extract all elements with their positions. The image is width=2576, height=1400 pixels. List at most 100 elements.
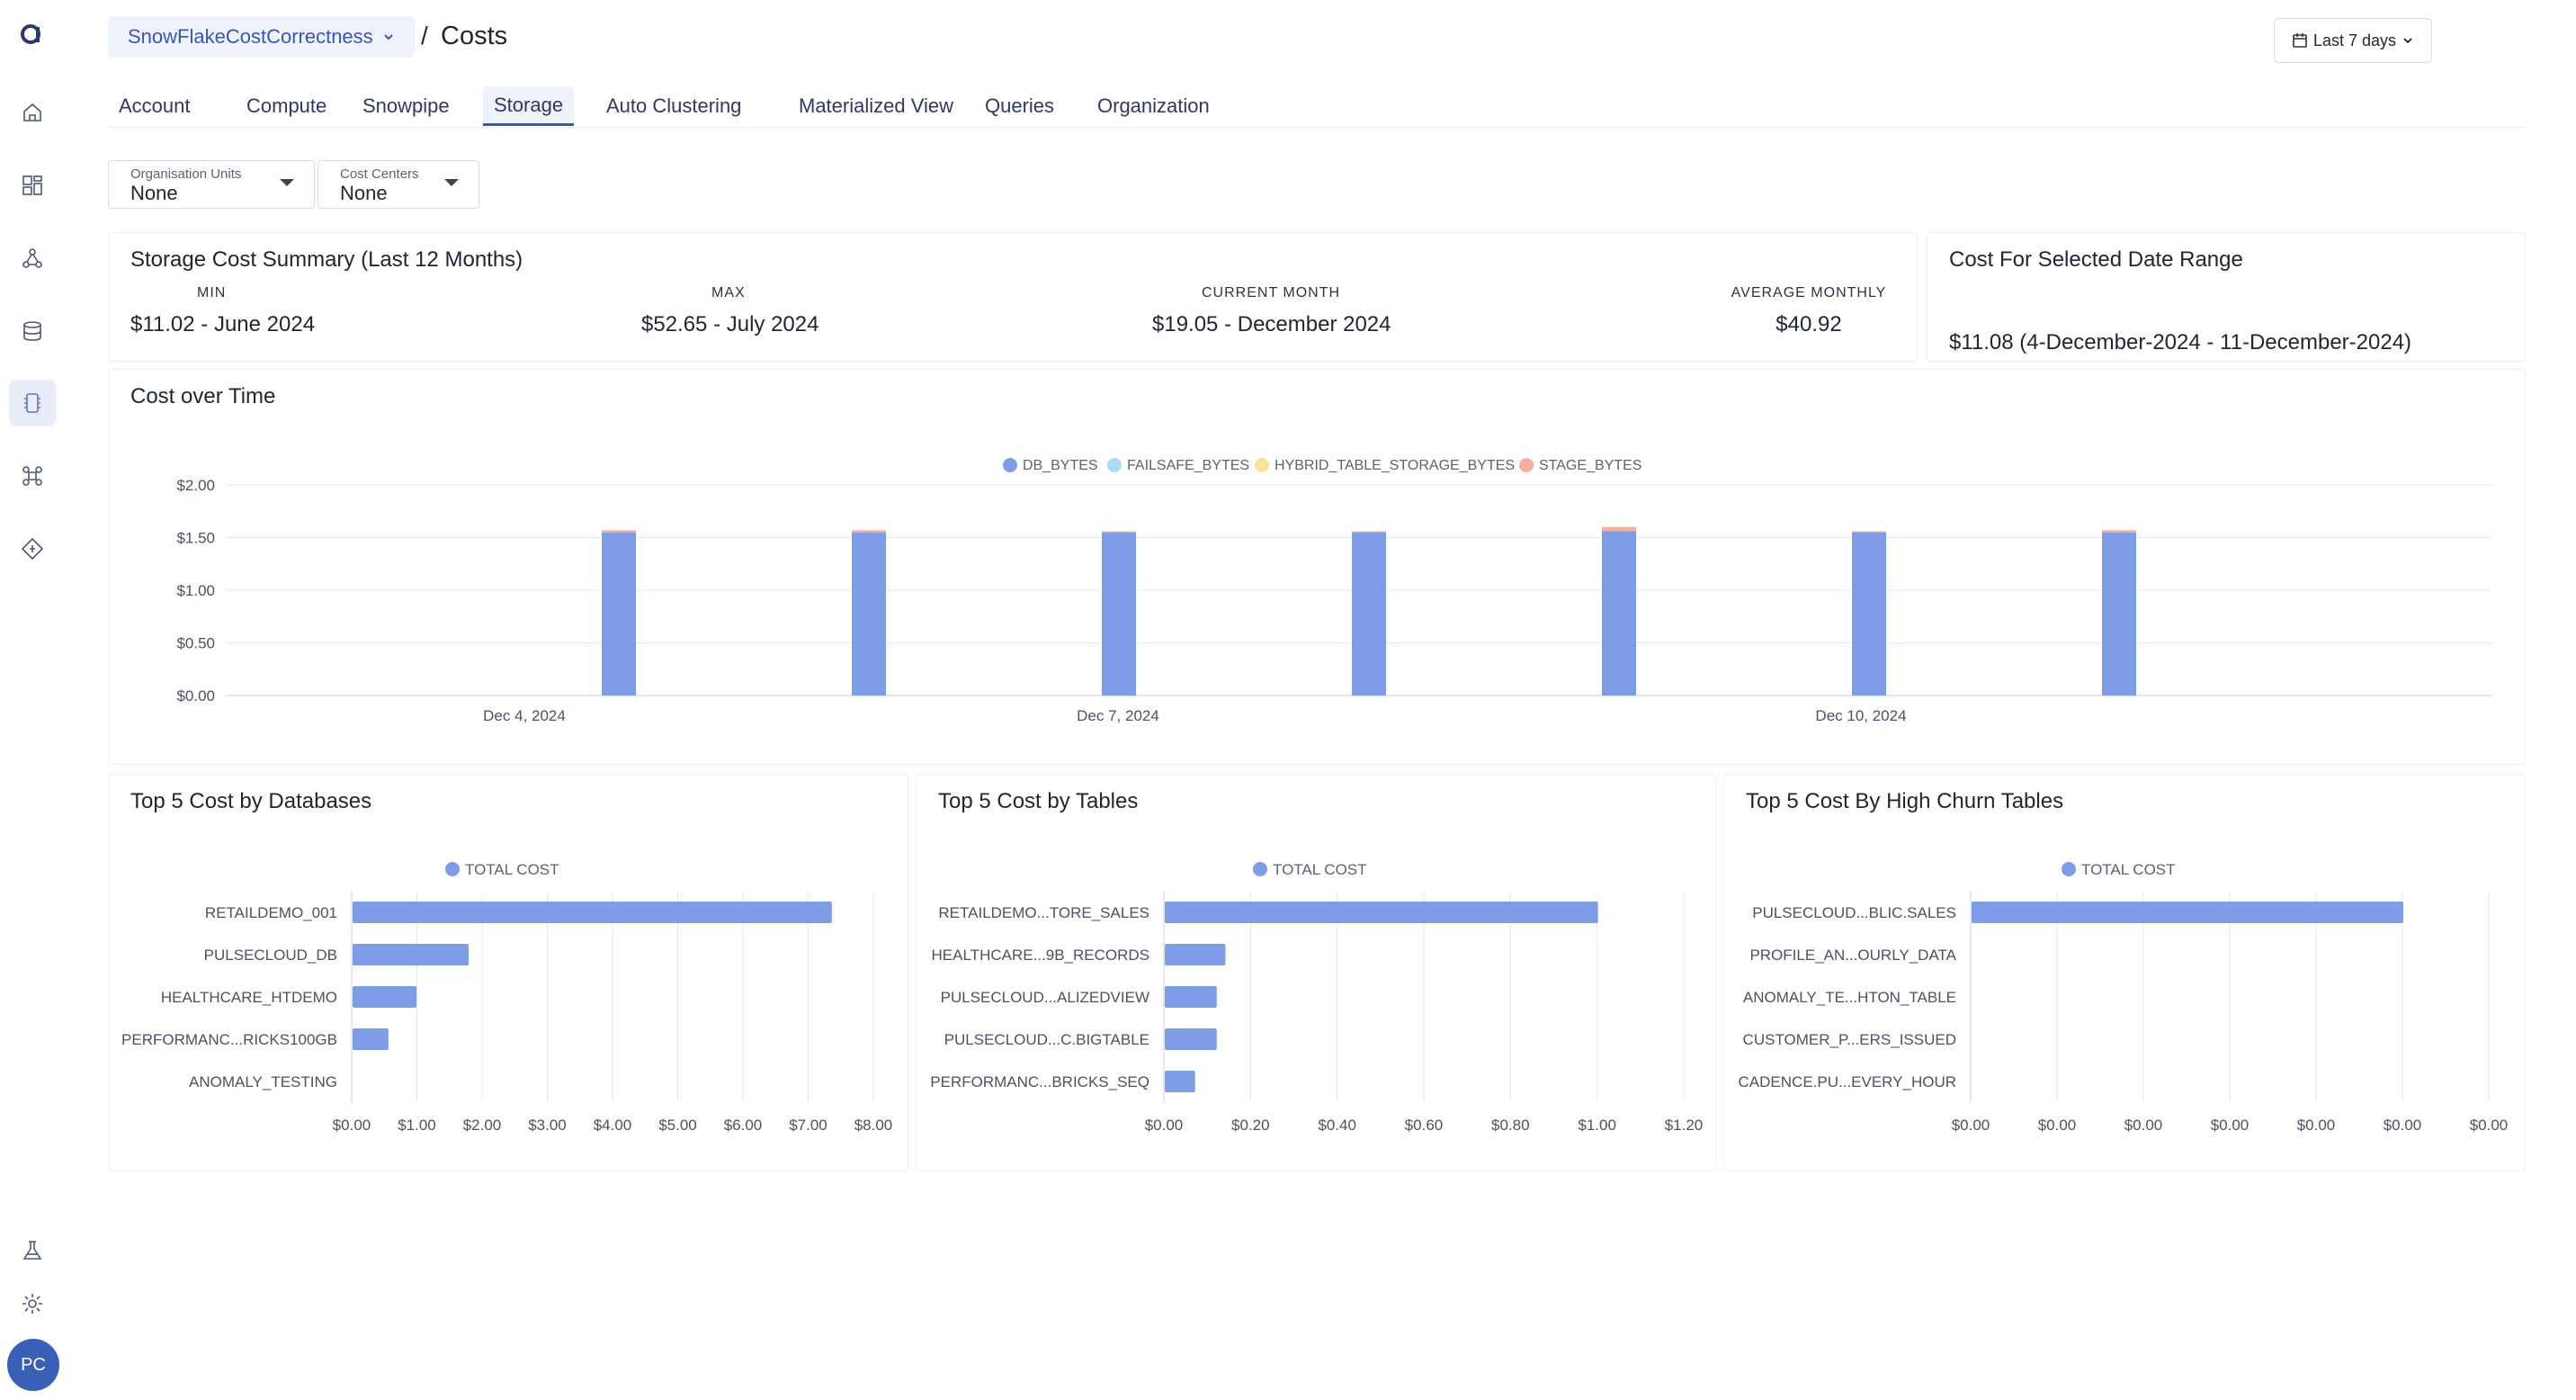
avatar[interactable]: PC xyxy=(7,1339,59,1391)
bar-segment xyxy=(1852,531,1886,533)
y-category-label: HEALTHCARE_HTDEMO xyxy=(161,989,337,1006)
y-tick-label: $1.00 xyxy=(176,582,215,599)
x-tick-label: $8.00 xyxy=(854,1117,893,1134)
filter-label: Cost Centers xyxy=(340,166,419,182)
y-category-label: PERFORMANC...RICKS100GB xyxy=(121,1031,337,1048)
dashboard-icon[interactable] xyxy=(9,162,56,209)
cost-icon[interactable] xyxy=(9,380,56,426)
home-icon[interactable] xyxy=(9,89,56,136)
bar-segment xyxy=(2102,530,2136,533)
bar-segment xyxy=(602,532,636,696)
legend-label: TOTAL COST xyxy=(465,861,559,878)
date-range-button[interactable]: Last 7 days xyxy=(2274,18,2432,63)
chart-title: Top 5 Cost by Databases xyxy=(130,789,372,813)
lineage-icon[interactable] xyxy=(9,235,56,282)
y-tick-label: $0.00 xyxy=(176,687,215,704)
gear-icon[interactable] xyxy=(9,1280,56,1327)
x-tick-label: $0.00 xyxy=(2297,1117,2336,1134)
x-tick-label: $1.00 xyxy=(1578,1117,1616,1134)
header: SnowFlakeCostCorrectness / Costs Last 7 … xyxy=(108,16,2576,63)
bar-segment xyxy=(852,530,886,533)
database-icon[interactable] xyxy=(9,308,56,354)
tab-account[interactable]: Account xyxy=(119,94,191,117)
stat-label: MAX xyxy=(711,285,746,301)
bar xyxy=(1165,1071,1195,1092)
legend-marker xyxy=(1255,458,1269,472)
stat-value: $52.65 - July 2024 xyxy=(641,312,819,337)
cost-centers-select[interactable]: Cost Centers None xyxy=(318,160,479,209)
bar-segment xyxy=(1602,526,1636,532)
tab-queries[interactable]: Queries xyxy=(985,94,1055,117)
card-title: Cost For Selected Date Range xyxy=(1949,247,2243,272)
stat-value: $19.05 - December 2024 xyxy=(1152,312,1391,337)
flask-icon[interactable] xyxy=(9,1227,56,1274)
legend-marker xyxy=(2062,862,2076,876)
x-tick-label: $3.00 xyxy=(528,1117,567,1134)
x-tick-label: $0.00 xyxy=(2384,1117,2422,1134)
x-tick-label: $0.00 xyxy=(333,1117,371,1134)
x-tick-label: $1.00 xyxy=(398,1117,436,1134)
bar-segment xyxy=(1352,531,1386,533)
cost-over-time-chart: DB_BYTES FAILSAFE_BYTES HYBRID_TABLE_STORA… xyxy=(176,458,2492,724)
x-tick-label: $0.80 xyxy=(1491,1117,1530,1134)
y-category-label: RETAILDEMO...TORE_SALES xyxy=(938,904,1149,921)
x-tick-label: $0.00 xyxy=(1952,1117,1990,1134)
x-tick-label: $7.00 xyxy=(789,1117,827,1134)
x-tick-label: $0.20 xyxy=(1231,1117,1270,1134)
y-tick-label: $1.50 xyxy=(176,530,215,547)
bar-segment xyxy=(1852,532,1886,696)
x-tick-label: Dec 4, 2024 xyxy=(483,707,566,724)
y-category-label: CADENCE.PU...EVERY_HOUR xyxy=(1739,1073,1956,1090)
cost-over-time-card: Cost over Time DB_BYTES FAILSAFE_BYTES HYB… xyxy=(108,369,2526,765)
bar xyxy=(353,1028,389,1050)
filter-value: None xyxy=(130,182,178,204)
caret-down-icon xyxy=(444,179,459,186)
legend-label: STAGE_BYTES xyxy=(1539,458,1641,473)
y-category-label: CUSTOMER_P...ERS_ISSUED xyxy=(1743,1031,1956,1048)
top5-tables-chart: TOTAL COST $0.00 $0.20 $0.40 $0.60 $0.80 $1.00… xyxy=(930,861,1703,1134)
app-logo[interactable] xyxy=(18,20,45,47)
bar-segment xyxy=(1352,532,1386,696)
tab-storage[interactable]: Storage xyxy=(483,86,575,126)
stat-label: CURRENT MONTH xyxy=(1202,285,1341,301)
diamond-icon[interactable] xyxy=(9,525,56,572)
y-category-label: PULSECLOUD...C.BIGTABLE xyxy=(944,1031,1149,1048)
stat-min: MIN $11.02 - June 2024 xyxy=(130,285,316,337)
stat-average-monthly: AVERAGE MONTHLY $40.92 xyxy=(1719,285,1899,337)
x-tick-label: $0.00 xyxy=(2211,1117,2250,1134)
x-tick-label: Dec 10, 2024 xyxy=(1815,707,1906,724)
bar xyxy=(1165,944,1226,965)
breadcrumb-separator: / xyxy=(421,22,428,49)
command-icon[interactable] xyxy=(9,453,56,499)
legend-marker xyxy=(1253,862,1267,876)
tab-auto-clustering[interactable]: Auto Clustering xyxy=(606,94,742,117)
tab-snowpipe[interactable]: Snowpipe xyxy=(362,94,450,117)
y-category-label: PULSECLOUD_DB xyxy=(204,947,337,964)
filter-label: Organisation Units xyxy=(130,166,242,182)
sidebar: PC xyxy=(0,0,65,1400)
top5-churn-tables-chart: TOTAL COST $0.00 $0.00 $0.00 $0.00 $0.00 $0.00… xyxy=(1739,861,2509,1134)
tab-compute[interactable]: Compute xyxy=(246,94,327,117)
bar xyxy=(1165,986,1217,1008)
x-tick-label: $0.40 xyxy=(1318,1117,1356,1134)
x-tick-label: $0.00 xyxy=(2124,1117,2163,1134)
y-category-label: HEALTHCARE...9B_RECORDS xyxy=(932,947,1149,964)
chart-title: Cost over Time xyxy=(130,384,276,408)
tab-organization[interactable]: Organization xyxy=(1097,94,1210,117)
bar-segment xyxy=(1102,532,1136,696)
bar xyxy=(1165,1028,1217,1050)
bar xyxy=(353,902,832,923)
tab-materialized-view[interactable]: Materialized View xyxy=(799,94,954,117)
x-tick-label: $0.00 xyxy=(1145,1117,1184,1134)
bar xyxy=(353,986,417,1008)
workspace-selector[interactable]: SnowFlakeCostCorrectness xyxy=(108,16,415,58)
chart-title: Top 5 Cost by Tables xyxy=(938,789,1139,813)
stat-value: $40.92 xyxy=(1775,312,1842,337)
date-range-cost-card: Cost For Selected Date Range $11.08 (4-D… xyxy=(1927,232,2526,362)
stat-value: $11.02 - June 2024 xyxy=(130,312,316,337)
organisation-units-select[interactable]: Organisation Units None xyxy=(108,160,315,209)
top5-databases-card: Top 5 Cost by Databases TOTAL COST $0.00 $… xyxy=(108,774,908,1171)
y-category-label: PERFORMANC...BRICKS_SEQ xyxy=(930,1073,1149,1090)
x-tick-label: $5.00 xyxy=(658,1117,697,1134)
bar-segment xyxy=(1602,531,1636,696)
